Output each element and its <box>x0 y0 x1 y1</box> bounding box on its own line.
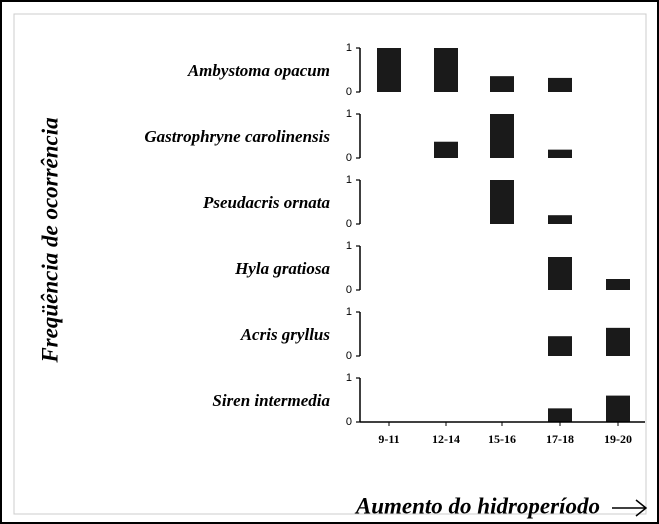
bar <box>606 279 630 290</box>
species-label: Hyla gratiosa <box>234 259 330 278</box>
x-axis-title: Aumento do hidroperíodo <box>354 493 600 518</box>
bar <box>548 77 572 92</box>
species-label: Pseudacris ornata <box>202 193 331 212</box>
y-tick-label: 1 <box>346 306 352 318</box>
y-tick-label: 0 <box>346 86 352 98</box>
bar <box>548 408 572 422</box>
bar <box>490 180 514 224</box>
bar <box>434 141 458 158</box>
y-tick-label: 1 <box>346 174 352 186</box>
species-label: Siren intermedia <box>212 391 330 410</box>
bar <box>490 114 514 158</box>
bar <box>548 149 572 158</box>
bar <box>548 336 572 356</box>
species-label: Gastrophryne carolinensis <box>144 127 330 146</box>
y-tick-label: 0 <box>346 218 352 230</box>
species-label: Ambystoma opacum <box>187 61 330 80</box>
y-tick-label: 0 <box>346 152 352 164</box>
species-label: Acris gryllus <box>240 325 331 344</box>
y-tick-label: 1 <box>346 108 352 120</box>
bar <box>606 395 630 422</box>
y-tick-label: 0 <box>346 416 352 428</box>
arrow <box>612 499 648 517</box>
y-tick-label: 0 <box>346 350 352 362</box>
y-axis-title: Freqüência de ocorrência <box>37 117 62 363</box>
x-tick-label: 12-14 <box>432 432 460 446</box>
y-tick-label: 0 <box>346 284 352 296</box>
x-tick-label: 9-11 <box>378 432 399 446</box>
bar <box>377 48 401 92</box>
x-tick-label: 17-18 <box>546 432 574 446</box>
inner-frame <box>13 13 647 515</box>
bar <box>548 215 572 224</box>
x-tick-label: 15-16 <box>488 432 516 446</box>
y-tick-label: 1 <box>346 42 352 54</box>
bar <box>548 257 572 290</box>
bar <box>490 76 514 92</box>
y-tick-label: 1 <box>346 372 352 384</box>
bar <box>434 48 458 92</box>
bar <box>606 327 630 356</box>
y-tick-label: 1 <box>346 240 352 252</box>
x-tick-label: 19-20 <box>604 432 632 446</box>
